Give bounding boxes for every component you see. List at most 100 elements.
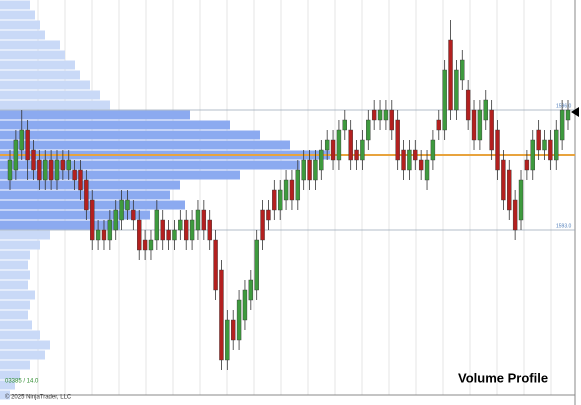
candle-body [119, 199, 124, 221]
candle-body [448, 39, 453, 111]
profile-bar [0, 240, 40, 250]
profile-bar [0, 330, 40, 340]
candle-body [131, 209, 136, 221]
candle-body [501, 159, 506, 201]
profile-bar [0, 270, 30, 280]
candle-body [7, 159, 13, 181]
candle-body [389, 109, 394, 131]
candle-body [460, 59, 465, 81]
candle-body [542, 139, 547, 151]
candle-body [201, 209, 207, 231]
candle-body [383, 109, 389, 121]
candle-body [48, 159, 54, 181]
candle-body [236, 299, 242, 341]
candle-body [195, 209, 201, 231]
candle-body [84, 179, 89, 211]
candle-body [219, 269, 224, 361]
candle-body [395, 119, 400, 161]
copyright: © 2025 NinjaTrader, LLC [5, 394, 72, 401]
candle-body [454, 69, 459, 111]
candle-body [559, 109, 565, 141]
candle-body [137, 219, 142, 251]
profile-bar [0, 140, 290, 150]
candle-body [319, 149, 324, 171]
candle-body [242, 289, 248, 321]
candle-body [225, 319, 230, 361]
profile-bar [0, 70, 80, 80]
profile-bar [0, 0, 30, 10]
profile-bar [0, 40, 60, 50]
candle-body [430, 139, 436, 161]
candle-body [424, 159, 430, 181]
candle-body [213, 239, 218, 291]
profile-bar [0, 130, 260, 140]
status: 03385 / 14.0 [5, 379, 39, 385]
candle-body [248, 279, 254, 301]
profile-bar [0, 180, 180, 190]
candle-body [436, 119, 441, 131]
candle-body [43, 159, 48, 181]
candle-body [477, 109, 483, 141]
level-label: 1596.0 [556, 103, 572, 109]
candle-body [401, 149, 406, 171]
profile-bar [0, 90, 100, 100]
candle-body [283, 179, 289, 201]
candle-body [260, 209, 265, 241]
candle-body [442, 69, 447, 131]
candle-body [336, 129, 342, 161]
profile-bar [0, 100, 110, 110]
candle-body [272, 189, 277, 211]
candle-body [554, 129, 559, 161]
candle-body [354, 149, 359, 161]
candle-body [207, 219, 212, 241]
candles [7, 20, 571, 370]
candle-body [31, 149, 36, 171]
profile-bar [0, 230, 50, 240]
profile-bar [0, 300, 30, 310]
profile-bar [0, 50, 65, 60]
candle-body [512, 199, 518, 231]
profile-bar [0, 390, 10, 400]
profile-bar [0, 10, 35, 20]
candle-body [330, 139, 336, 161]
profile-bar [0, 360, 30, 370]
candle-body [418, 159, 424, 171]
candle-body [348, 129, 353, 161]
candle-body [72, 169, 77, 181]
candle-body [172, 229, 177, 241]
candle-body [101, 229, 107, 241]
profile-bar [0, 370, 20, 380]
candle-body [342, 119, 347, 131]
grid [37, 0, 552, 395]
candle-body [407, 149, 412, 171]
candle-body [13, 139, 19, 171]
profile-bar [0, 340, 50, 350]
candle-body [489, 109, 494, 151]
candle-body [495, 129, 500, 171]
candle-body [266, 209, 271, 221]
candle-body [307, 159, 312, 181]
profile-bar [0, 260, 28, 270]
candle-body [166, 229, 171, 241]
candle-body [371, 109, 377, 121]
candle-body [90, 199, 95, 241]
candle-body [60, 159, 66, 171]
profile-bar [0, 60, 75, 70]
candle-body [184, 219, 189, 241]
profile-bar [0, 220, 120, 230]
profile-bar [0, 210, 150, 220]
candle-body [113, 209, 118, 231]
candle-body [524, 159, 530, 171]
candle-body [289, 179, 295, 201]
candle-body [324, 139, 330, 151]
candle-body [148, 239, 154, 251]
profile-bar [0, 160, 300, 170]
candle-body [95, 229, 101, 241]
candle-body [37, 159, 42, 181]
profile-bar [0, 290, 35, 300]
candle-body [160, 219, 165, 241]
candle-body [78, 169, 83, 191]
profile-bar [0, 310, 28, 320]
candle-body [25, 129, 30, 161]
candle-body [125, 199, 130, 211]
